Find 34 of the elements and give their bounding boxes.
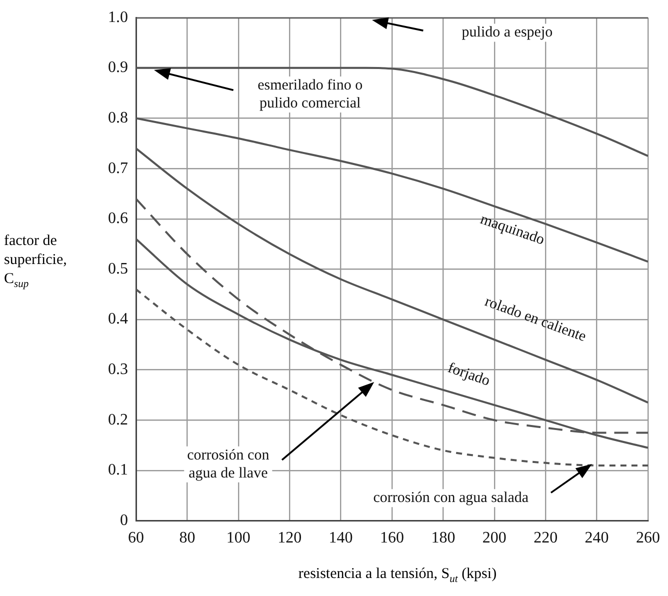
line-series xyxy=(136,288,648,466)
y-tick-label: 0.5 xyxy=(108,260,128,278)
y-tick-label: 0.8 xyxy=(108,109,128,126)
y-tick-label: 0.9 xyxy=(108,59,128,76)
x-tick-label: 140 xyxy=(328,530,353,547)
series-label: esmerilado fino o pulido comercial xyxy=(258,77,363,112)
x-tick-label: 200 xyxy=(482,530,506,547)
x-tick-label: 260 xyxy=(636,530,660,547)
x-tick-label: 240 xyxy=(584,530,609,547)
y-tick-label: 1.0 xyxy=(108,8,128,26)
x-tick-label: 120 xyxy=(278,530,302,547)
y-tick-label: 0.3 xyxy=(108,361,128,378)
text: corrosión con agua de llave xyxy=(187,447,270,482)
x-tick-label: 60 xyxy=(128,530,144,547)
x-tick-label: 100 xyxy=(226,530,250,547)
x-tick-label: 160 xyxy=(380,530,404,547)
line-series xyxy=(136,66,648,157)
x-tick-label: 80 xyxy=(179,530,196,547)
x-axis-title: resistencia a la tensión, S$_{ut}$ (kpsi) xyxy=(297,566,498,585)
y-tick-label: 0.7 xyxy=(108,160,128,177)
series-label: pulido a espejo xyxy=(462,24,553,41)
y-tick-label: 0 xyxy=(120,512,128,530)
series-label: corrosión con agua salada xyxy=(373,490,529,506)
y-tick-label: 0.6 xyxy=(108,210,128,228)
line-series xyxy=(136,147,648,404)
y-tick-label: 0.1 xyxy=(108,462,128,479)
x-tick-label: 220 xyxy=(534,530,558,547)
y-axis-title: factor de superficie, C$_{sup}$ xyxy=(4,232,68,292)
y-tick-label: 0.2 xyxy=(108,411,128,428)
x-tick-label: 180 xyxy=(431,530,456,547)
line-series xyxy=(136,117,648,263)
text: forjado xyxy=(446,360,492,390)
y-tick-label: 0.4 xyxy=(108,310,128,328)
text: rolado en caliente xyxy=(482,294,588,346)
